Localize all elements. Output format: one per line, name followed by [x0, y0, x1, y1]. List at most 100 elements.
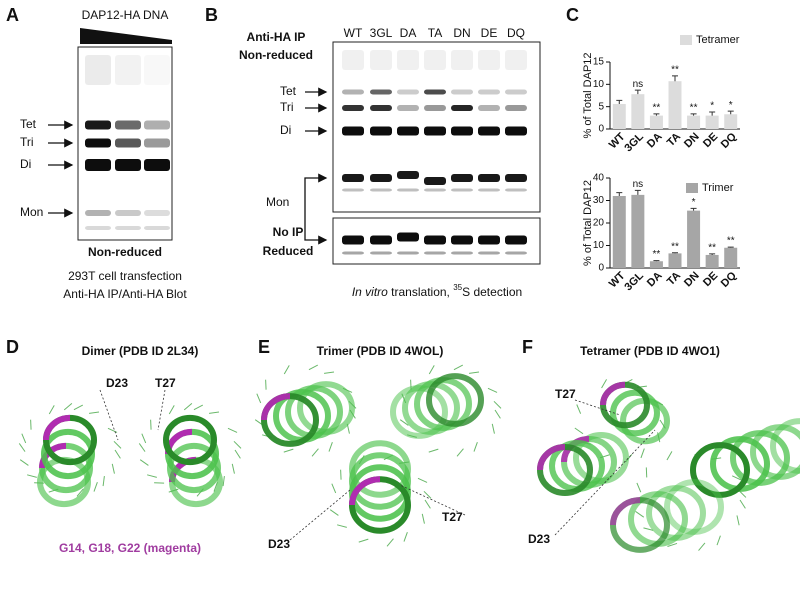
gel-band [397, 188, 419, 192]
side-chain [48, 405, 55, 415]
side-chain [423, 490, 432, 499]
side-chain [113, 440, 122, 449]
residue-label: D23 [106, 376, 128, 390]
caption: G14, G18, G22 (magenta) [59, 541, 201, 555]
side-chain [473, 441, 478, 452]
side-chain [311, 448, 319, 457]
band-label: Mon [20, 205, 43, 219]
y-tick-label: 30 [593, 195, 605, 206]
bar [724, 247, 738, 268]
footer-text: translation, [388, 285, 453, 299]
side-chain [209, 411, 220, 414]
y-tick-label: 15 [593, 57, 605, 68]
gel-band [505, 188, 527, 192]
panel-letter: E [258, 337, 270, 357]
residue-label: D23 [268, 537, 290, 551]
leader-line [157, 389, 166, 431]
side-chain [736, 515, 740, 526]
helix-turn [690, 442, 750, 498]
bar [649, 115, 663, 129]
gel-label: Reduced [263, 244, 314, 258]
gel-band [115, 55, 141, 85]
gel-band [478, 105, 500, 111]
gel-band [370, 105, 392, 111]
side-chain [27, 474, 37, 478]
glycine [349, 476, 381, 506]
side-chain [324, 371, 335, 374]
gel-label: No IP [273, 225, 304, 239]
gel-band [478, 50, 500, 70]
band-label: Di [280, 123, 291, 137]
gel-band [397, 89, 419, 95]
side-chain [21, 433, 27, 444]
gel-band [424, 251, 446, 255]
side-chain [213, 481, 218, 492]
glycine [537, 444, 566, 471]
error-bar [653, 260, 660, 262]
glycine [43, 414, 71, 441]
gel-band [370, 235, 392, 245]
y-tick-label: 20 [593, 218, 605, 229]
x-tick-label: 3GL [622, 270, 646, 294]
gel-band [370, 188, 392, 192]
side-chain [147, 474, 157, 478]
dna-wedge [80, 28, 172, 44]
side-chain [491, 423, 495, 434]
side-chain [494, 409, 501, 419]
band-label: Di [20, 157, 31, 171]
panel-letter: B [205, 5, 218, 25]
significance: ** [671, 241, 679, 252]
significance: * [692, 197, 696, 208]
side-chain [138, 443, 146, 452]
gel-band [144, 226, 170, 230]
side-chain [73, 404, 84, 411]
gel-band [478, 174, 500, 182]
gel-band [505, 89, 527, 95]
structures [18, 364, 800, 553]
side-chain [283, 448, 294, 453]
arrow [304, 173, 328, 203]
y-tick-label: 40 [593, 173, 605, 184]
gel-band [144, 138, 170, 148]
lane-label: TA [428, 26, 442, 40]
side-chain [111, 463, 115, 474]
gels [48, 28, 541, 265]
side-chain [403, 531, 408, 542]
significance: * [729, 100, 733, 111]
x-tick-label: DE [701, 270, 720, 289]
side-chain [667, 542, 678, 547]
error-bar [727, 110, 734, 115]
arrow [304, 203, 328, 245]
side-chain [233, 440, 242, 449]
gel-band [370, 50, 392, 70]
band-label: Tri [280, 100, 294, 114]
gel-band [370, 89, 392, 95]
bar [631, 94, 645, 129]
side-chain [102, 476, 105, 487]
side-chain [636, 482, 642, 493]
gel-band [505, 235, 527, 245]
glycine [261, 393, 291, 421]
side-chain [399, 419, 409, 426]
error-bar [616, 192, 623, 196]
side-chain [386, 538, 394, 547]
gel-band [424, 89, 446, 95]
y-tick-label: 0 [598, 124, 604, 135]
gel-band [342, 235, 364, 245]
panel-letter: F [522, 337, 533, 357]
bar [724, 114, 738, 129]
band-label: Mon [266, 195, 289, 209]
bar [612, 196, 626, 268]
residue-label: D23 [528, 532, 550, 546]
footer: 293T cell transfection [68, 269, 182, 283]
bar [687, 115, 701, 129]
error-bar [634, 189, 641, 195]
bar [668, 81, 682, 129]
side-chain [63, 403, 73, 411]
footer-italic: In vitro [352, 285, 388, 299]
x-tick-label: DA [645, 131, 665, 151]
side-chain [739, 499, 746, 509]
gel-band [144, 159, 170, 171]
side-chain [424, 499, 431, 509]
side-chain [666, 451, 673, 461]
